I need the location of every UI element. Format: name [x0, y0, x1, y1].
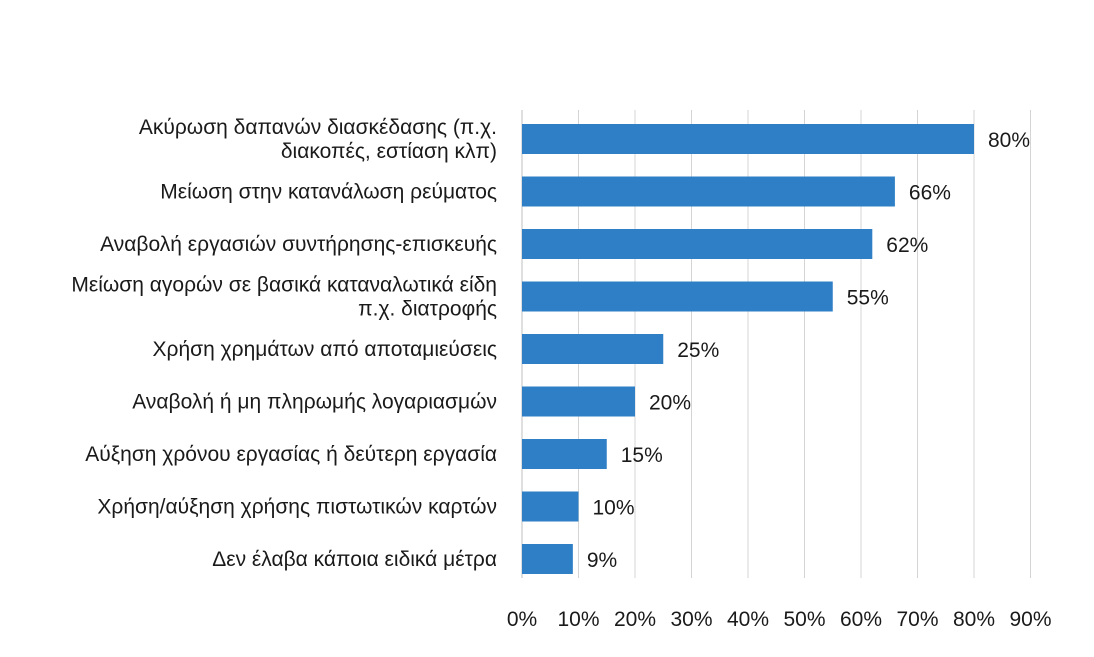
category-label: Αύξηση χρόνου εργασίας ή δεύτερη εργασία [85, 443, 497, 466]
category-label-line: Ακύρωση δαπανών διασκέδασης (π.χ. [139, 116, 497, 139]
category-label: Ακύρωση δαπανών διασκέδασης (π.χ. διακοπέ… [139, 116, 497, 163]
x-tick-label: 50% [783, 608, 825, 631]
x-tick-label: 80% [953, 608, 995, 631]
category-label-line: Αναβολή εργασιών συντήρησης-επισκευής [100, 233, 497, 256]
bar [522, 124, 974, 154]
x-tick-label: 20% [614, 608, 656, 631]
x-tick-label: 0% [507, 608, 537, 631]
x-tick-label: 90% [1009, 608, 1051, 631]
category-label: Χρήση/αύξηση χρήσης πιστωτικών καρτών [97, 496, 497, 519]
x-tick-label: 70% [896, 608, 938, 631]
x-tick-label: 40% [727, 608, 769, 631]
category-label: Αναβολή ή μη πληρωμής λογαριασμών [132, 391, 497, 414]
x-axis-ticks: 0% 10% 20% 30% 40% 50% 60% 70% 80% 90% [507, 608, 1052, 631]
bar [522, 386, 635, 417]
category-label-line: Χρήση χρημάτων από αποταμιεύσεις [153, 338, 497, 361]
bar-value-label: 10% [593, 497, 635, 520]
bar [522, 176, 895, 207]
bar [522, 439, 607, 469]
bar [522, 544, 573, 574]
category-label-line: διακοπές, εστίαση κλπ) [281, 140, 497, 163]
value-labels: 80% 66% 62% 55% 25% 20% 15% 10% 9% [587, 129, 1030, 572]
bar-value-label: 20% [649, 392, 691, 415]
category-label-line: Αναβολή ή μη πληρωμής λογαριασμών [132, 391, 497, 414]
x-tick-label: 10% [557, 608, 599, 631]
category-label-line: Μείωση αγορών σε βασικά καταναλωτικά είδ… [71, 274, 497, 297]
category-label-line: Δεν έλαβα κάποια ειδικά μέτρα [212, 548, 497, 571]
bar-value-label: 15% [621, 444, 663, 467]
bar [522, 229, 873, 259]
bar-value-label: 25% [677, 339, 719, 362]
category-label: Αναβολή εργασιών συντήρησης-επισκευής [100, 233, 497, 256]
category-label-line: Μείωση στην κατανάλωση ρεύματος [160, 181, 497, 204]
bar [522, 334, 664, 364]
x-tick-label: 60% [840, 608, 882, 631]
bar [522, 491, 579, 522]
category-label-line: Αύξηση χρόνου εργασίας ή δεύτερη εργασία [85, 443, 497, 466]
category-label-line: Χρήση/αύξηση χρήσης πιστωτικών καρτών [97, 496, 497, 519]
bar-value-label: 66% [909, 182, 951, 205]
category-labels: Ακύρωση δαπανών διασκέδασης (π.χ. διακοπέ… [71, 116, 497, 571]
bar-value-label: 55% [847, 287, 889, 310]
bar-value-label: 62% [886, 234, 928, 257]
bars [522, 124, 974, 574]
bar-value-label: 9% [587, 549, 617, 572]
category-label: Μείωση στην κατανάλωση ρεύματος [160, 181, 497, 204]
category-label: Χρήση χρημάτων από αποταμιεύσεις [153, 338, 497, 361]
category-label: Δεν έλαβα κάποια ειδικά μέτρα [212, 548, 497, 571]
bar [522, 281, 833, 312]
category-label-line: π.χ. διατροφής [358, 298, 497, 321]
category-label: Μείωση αγορών σε βασικά καταναλωτικά είδ… [71, 274, 497, 321]
bar-value-label: 80% [988, 129, 1030, 152]
x-tick-label: 30% [670, 608, 712, 631]
